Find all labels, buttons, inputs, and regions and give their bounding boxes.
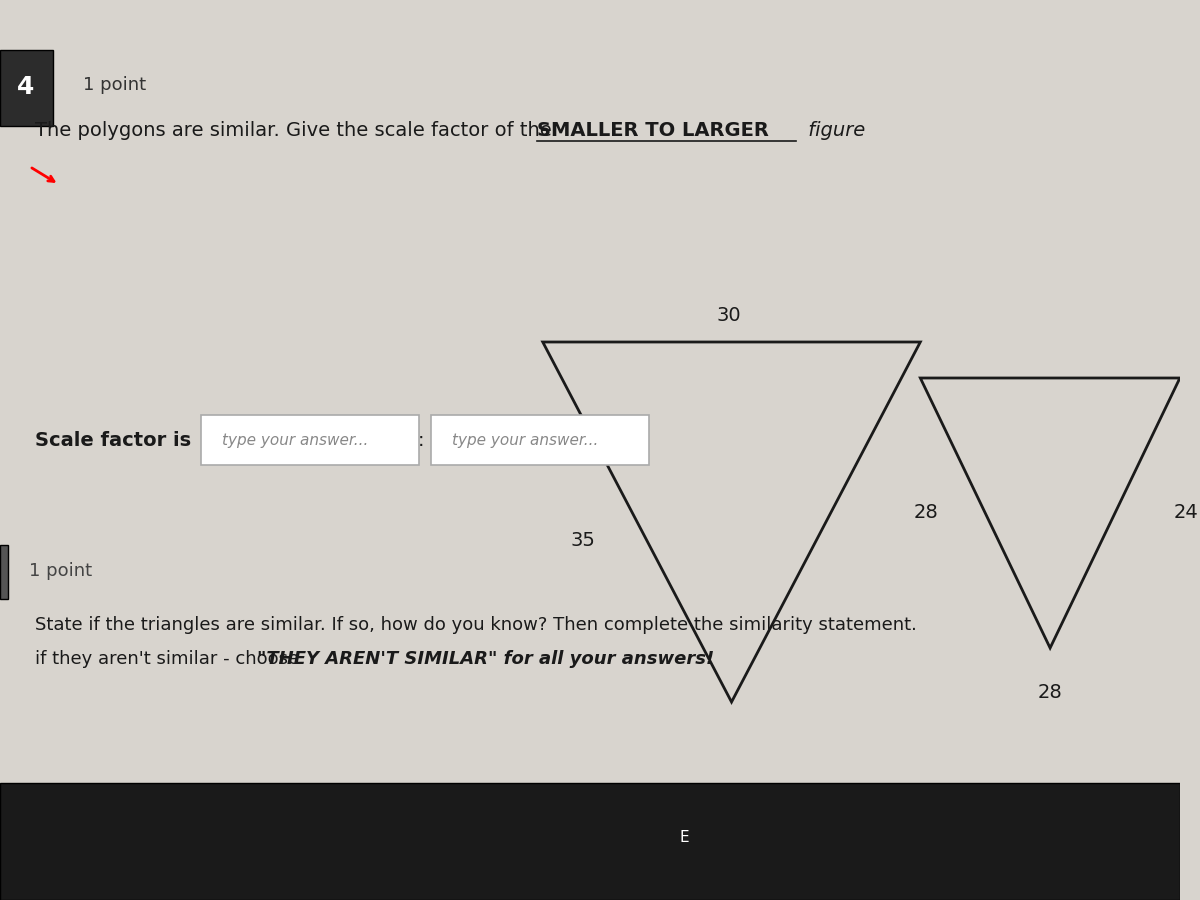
Text: 1 point: 1 point bbox=[83, 76, 145, 94]
Text: figure: figure bbox=[803, 121, 865, 140]
Text: SMALLER TO LARGER: SMALLER TO LARGER bbox=[536, 121, 769, 140]
Text: type your answer...: type your answer... bbox=[452, 433, 599, 447]
FancyBboxPatch shape bbox=[0, 544, 8, 598]
Text: Scale factor is: Scale factor is bbox=[35, 431, 192, 451]
Text: type your answer...: type your answer... bbox=[222, 433, 368, 447]
FancyBboxPatch shape bbox=[200, 415, 419, 465]
Text: 30: 30 bbox=[716, 306, 742, 325]
Text: 35: 35 bbox=[571, 530, 596, 550]
Text: 1 point: 1 point bbox=[30, 562, 92, 580]
Text: The polygons are similar. Give the scale factor of the: The polygons are similar. Give the scale… bbox=[35, 121, 558, 140]
FancyBboxPatch shape bbox=[431, 415, 649, 465]
Text: State if the triangles are similar. If so, how do you know? Then complete the si: State if the triangles are similar. If s… bbox=[35, 616, 917, 634]
Text: 4: 4 bbox=[17, 76, 35, 99]
FancyBboxPatch shape bbox=[0, 783, 1180, 900]
Text: if they aren't similar - choose: if they aren't similar - choose bbox=[35, 650, 305, 668]
Text: E: E bbox=[679, 830, 689, 844]
Text: "THEY AREN'T SIMILAR" for all your answers!: "THEY AREN'T SIMILAR" for all your answe… bbox=[257, 650, 714, 668]
FancyBboxPatch shape bbox=[0, 50, 53, 126]
Text: 28: 28 bbox=[913, 503, 938, 523]
Text: 28: 28 bbox=[1038, 683, 1062, 702]
Text: :: : bbox=[418, 430, 425, 450]
Text: 24: 24 bbox=[1174, 503, 1199, 523]
